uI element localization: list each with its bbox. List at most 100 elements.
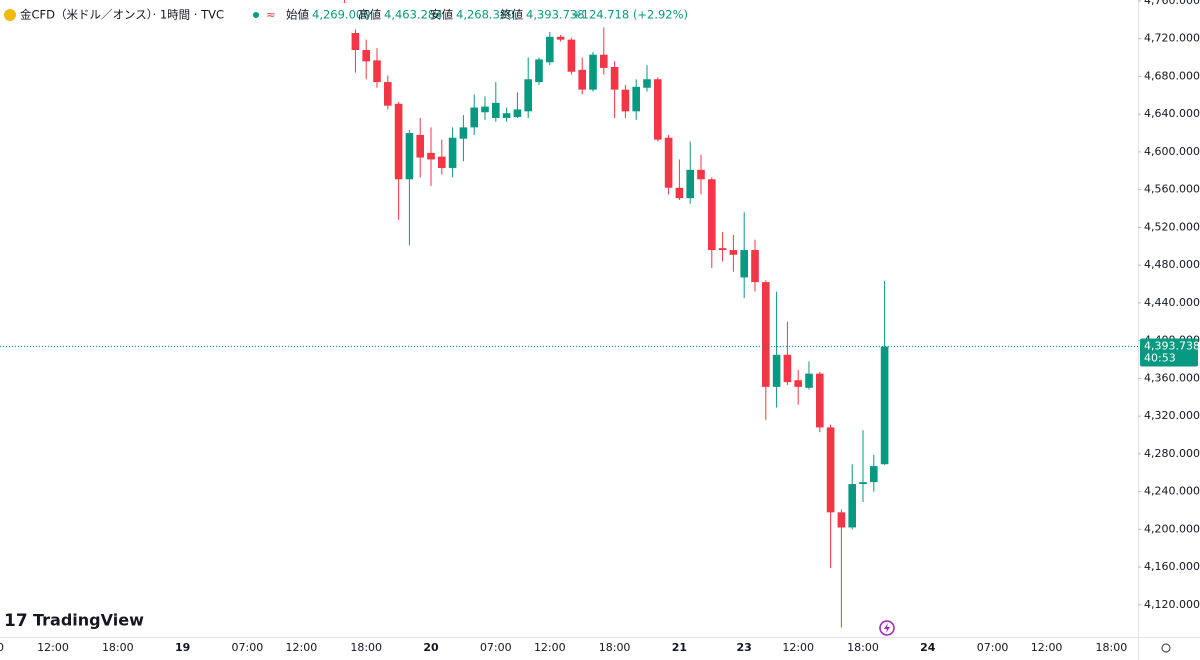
change: +124.718 (+2.92%)	[572, 8, 688, 22]
candle-body	[394, 103, 403, 180]
logo: 17 TradingView	[4, 611, 144, 632]
y-tick-label: 4,280.000	[1144, 447, 1200, 460]
x-tick-label: 23	[737, 641, 752, 654]
candle-body	[772, 354, 781, 387]
open-label: 始値	[286, 8, 309, 22]
last-price-label: 4,393.738	[1144, 340, 1200, 353]
candle-body	[405, 133, 414, 180]
x-tick-label: 18:00	[102, 641, 134, 654]
y-tick-label: 4,360.000	[1144, 371, 1200, 384]
candle-body	[826, 427, 835, 513]
candle-body	[524, 79, 532, 112]
x-tick-label: 18:00	[599, 641, 631, 654]
candle-body	[751, 250, 759, 283]
candle-body	[740, 250, 748, 278]
candle-body	[675, 187, 684, 199]
symbol: 金CFD（米ドル／オンス）· 1時間 · TVC	[20, 8, 224, 22]
settings-button[interactable]	[1161, 643, 1171, 653]
last-price-tag	[1140, 338, 1198, 367]
candle-body	[600, 54, 608, 68]
candle-body	[783, 354, 792, 383]
x-tick-label: 07:00	[480, 641, 512, 654]
y-tick-label: 4,680.000	[1144, 69, 1200, 82]
candle-body	[513, 109, 522, 117]
candle-body	[535, 59, 543, 83]
logo-mark: 17	[4, 611, 28, 631]
y-tick-label: 4,480.000	[1144, 258, 1200, 271]
symbol-icon	[4, 9, 16, 21]
y-tick-label: 4,200.000	[1144, 522, 1200, 535]
y-tick-label: 4,760.000	[1144, 0, 1200, 7]
candle-body	[794, 380, 802, 387]
candle-body	[502, 113, 511, 118]
x-tick-label: 07:00	[977, 641, 1009, 654]
candle-body	[567, 39, 576, 72]
candle-body	[438, 156, 446, 168]
candle-body	[654, 79, 662, 140]
x-tick-label: 18:00	[847, 641, 879, 654]
y-tick-label: 4,600.000	[1144, 145, 1200, 158]
candle-body	[351, 33, 360, 51]
x-tick-label: 07:00	[232, 641, 264, 654]
candle-body	[870, 466, 878, 483]
candle-body	[481, 106, 489, 113]
candle-body	[816, 373, 824, 428]
x-tick-label: 12:00	[782, 641, 814, 654]
y-tick-label: 4,440.000	[1144, 296, 1200, 309]
y-tick-label: 4,120.000	[1144, 598, 1200, 611]
candle-body	[837, 512, 846, 528]
x-tick-label: 18:00	[350, 641, 382, 654]
candle-body	[697, 169, 705, 180]
x-tick-label: 20	[423, 641, 439, 654]
candle-body	[448, 137, 457, 168]
candle-body	[664, 137, 673, 188]
candle-body	[556, 36, 565, 40]
candle-body	[859, 482, 867, 485]
candle-body	[643, 79, 651, 88]
candle-body	[805, 373, 813, 388]
x-tick-label: 12:00	[37, 641, 69, 654]
low-label: 安値	[430, 8, 453, 22]
candle-body	[632, 86, 640, 112]
brand: TradingView	[33, 611, 144, 630]
x-tick-label: 18:00	[1096, 641, 1128, 654]
candle-body	[880, 346, 889, 465]
status-dot	[253, 12, 259, 18]
candle-body	[470, 107, 478, 128]
x-tick-label: 12:00	[534, 641, 566, 654]
candle-body	[427, 152, 435, 160]
plot-area	[0, 0, 1138, 628]
candle-body	[708, 179, 716, 251]
candle-body	[589, 54, 597, 90]
candle-body	[362, 50, 370, 62]
x-tick-label: 12:00	[286, 641, 318, 654]
x-tick-label: 06:00	[0, 641, 4, 654]
open-value: 4,269.000	[312, 8, 371, 22]
header: 金CFD（米ドル／オンス）· 1時間 · TVC ≈ 始値 4,269.000 …	[0, 3, 688, 27]
y-tick-label: 4,640.000	[1144, 107, 1200, 120]
status-icon: ≈	[266, 8, 276, 22]
candle-body	[762, 282, 770, 387]
y-tick-label: 4,160.000	[1144, 560, 1200, 573]
countdown: 40:53	[1144, 352, 1176, 365]
high-label: 高値	[358, 8, 381, 22]
close-label: 終値	[500, 8, 523, 22]
candle-body	[578, 69, 586, 90]
high-value: 4,463.284	[384, 8, 443, 22]
candle-body	[546, 36, 554, 63]
x-tick-label: 19	[175, 641, 190, 654]
candle-body	[373, 60, 381, 83]
y-tick-label: 4,720.000	[1144, 32, 1200, 45]
x-tick-label: 21	[672, 641, 687, 654]
x-tick-label: 12:00	[1031, 641, 1063, 654]
candle-body	[621, 89, 630, 112]
x-tick-label: 24	[920, 641, 936, 654]
y-tick-label: 4,240.000	[1144, 485, 1200, 498]
low-value: 4,268.330	[456, 8, 515, 22]
event-icon[interactable]	[879, 620, 895, 636]
candle-body	[492, 102, 500, 118]
candle-body	[686, 169, 694, 199]
